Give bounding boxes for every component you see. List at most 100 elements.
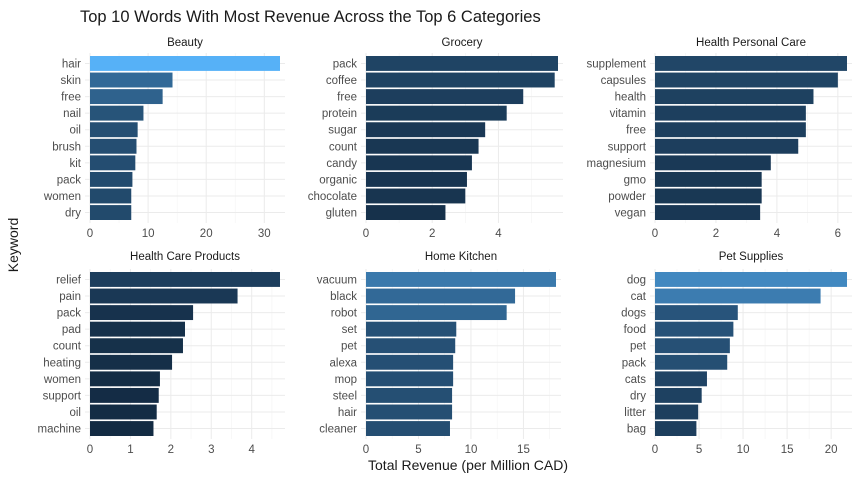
bar-candy (366, 155, 472, 171)
category-label: cat (631, 291, 647, 303)
category-label: oil (69, 125, 81, 137)
bar-machine (90, 421, 154, 436)
category-label: pack (57, 308, 82, 320)
category-label: count (329, 141, 358, 153)
x-tick-label: 2 (713, 228, 719, 240)
category-label: hair (62, 58, 81, 70)
bar-dry (655, 387, 702, 403)
facet-title: Pet Supplies (719, 251, 784, 263)
bar-hair (366, 404, 453, 420)
bar-set (366, 321, 457, 337)
x-tick-label: 0 (87, 444, 93, 456)
bar-support (90, 387, 159, 403)
x-tick-label: 0 (363, 228, 369, 240)
category-label: supplement (587, 58, 647, 70)
category-label: black (330, 291, 357, 303)
x-tick-label: 2 (429, 228, 435, 240)
bar-hair (90, 56, 280, 71)
bar-brush (90, 138, 137, 154)
x-tick-label: 10 (737, 444, 750, 456)
bar-bag (655, 421, 697, 436)
bar-vacuum (366, 272, 556, 287)
x-axis-title: Total Revenue (per Million CAD) (368, 457, 568, 473)
category-label: candy (326, 158, 357, 170)
bar-free (366, 89, 524, 105)
bar-mop (366, 371, 454, 387)
category-label: pack (57, 174, 82, 186)
category-label: oil (69, 407, 81, 419)
category-label: health (615, 92, 646, 104)
x-tick-label: 4 (774, 228, 781, 240)
bar-powder (655, 188, 762, 204)
bar-vitamin (655, 105, 806, 121)
bar-cleaner (366, 421, 450, 436)
category-label: robot (331, 308, 358, 320)
bar-black (366, 288, 516, 304)
x-tick-label: 3 (208, 444, 214, 456)
bar-free (655, 122, 806, 138)
category-label: free (337, 92, 357, 104)
bar-litter (655, 404, 699, 420)
category-label: vitamin (610, 108, 646, 120)
category-label: litter (624, 407, 646, 419)
category-label: pain (59, 291, 81, 303)
x-tick-label: 4 (495, 228, 502, 240)
bar-oil (90, 404, 157, 420)
category-label: pad (62, 324, 81, 336)
x-tick-label: 30 (258, 228, 271, 240)
facet-5: Pet Supplies dog cat dogs food pet pack cats dry… (621, 251, 852, 456)
bar-supplement (655, 56, 847, 71)
x-tick-label: 0 (652, 444, 658, 456)
bar-heating (90, 354, 173, 370)
category-label: relief (56, 274, 82, 286)
bar-magnesium (655, 155, 771, 171)
bar-robot (366, 305, 507, 321)
x-tick-label: 5 (415, 444, 421, 456)
category-label: nail (63, 108, 81, 120)
facet-2: Health Personal Care supplement capsules he… (587, 37, 852, 240)
bar-food (655, 321, 734, 337)
category-label: pack (333, 58, 358, 70)
bar-kit (90, 155, 136, 171)
category-label: dog (627, 274, 646, 286)
bar-dogs (655, 305, 738, 321)
category-label: kit (70, 158, 82, 170)
category-label: machine (38, 424, 81, 436)
bar-pet (655, 338, 730, 354)
bar-relief (90, 272, 280, 287)
bar-skin (90, 72, 173, 88)
bar-chocolate (366, 188, 466, 204)
category-label: protein (322, 108, 357, 120)
bar-nail (90, 105, 144, 121)
facet-title: Health Personal Care (696, 37, 806, 49)
bar-vegan (655, 205, 761, 220)
category-label: pack (622, 357, 647, 369)
bar-women (90, 371, 160, 387)
category-label: women (43, 191, 81, 203)
bar-support (655, 138, 799, 154)
facet-0: Beauty hair skin free nail oil brush kit pack wom… (43, 37, 285, 240)
bar-pack (366, 56, 558, 71)
category-label: cleaner (319, 424, 357, 436)
bar-pain (90, 288, 238, 304)
category-label: coffee (326, 75, 357, 87)
category-label: capsules (601, 75, 647, 87)
category-label: chocolate (308, 191, 357, 203)
bar-free (90, 89, 163, 105)
bar-pack (90, 171, 133, 187)
bar-pet (366, 338, 456, 354)
x-tick-label: 4 (248, 444, 255, 456)
x-tick-label: 10 (142, 228, 155, 240)
category-label: vacuum (317, 274, 357, 286)
bar-count (90, 338, 183, 354)
facet-1: Grocery pack coffee free protein sugar count ca… (308, 37, 563, 240)
x-tick-label: 1 (127, 444, 133, 456)
bar-coffee (366, 72, 555, 88)
x-tick-label: 15 (781, 444, 794, 456)
x-tick-label: 20 (200, 228, 213, 240)
x-tick-label: 0 (652, 228, 658, 240)
category-label: magnesium (587, 158, 646, 170)
category-label: women (43, 374, 81, 386)
category-label: cats (625, 374, 646, 386)
